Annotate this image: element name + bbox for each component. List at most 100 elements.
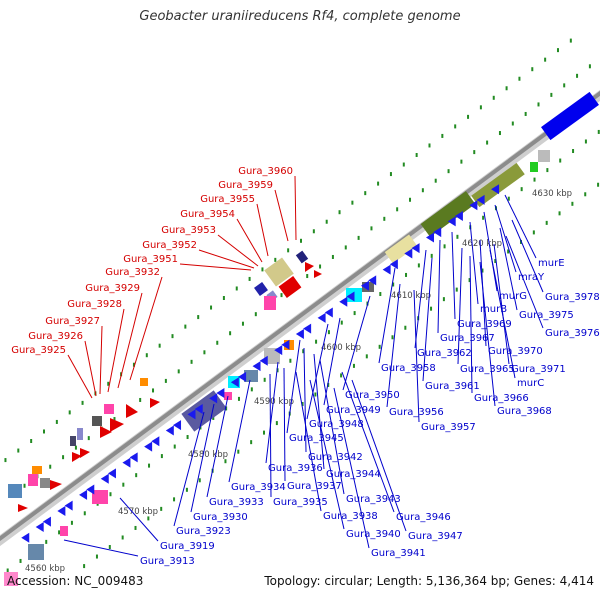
accession-text: Accession: NC_009483: [7, 574, 144, 588]
tick-dot: [377, 181, 380, 186]
feature-arrow: [144, 441, 153, 452]
tick-dot: [212, 415, 215, 420]
gene-label: Gura_3930: [193, 512, 248, 523]
tick-dot: [30, 439, 33, 444]
tick-dot: [62, 455, 65, 460]
forward-gene-labels: Gura_3960 Gura_3959 Gura_3955 Gura_3954 Gura…: [11, 166, 297, 399]
tick-dot: [597, 129, 600, 134]
label-leader-line: [206, 395, 229, 498]
feature-arrow: [100, 473, 109, 484]
tick-dot: [383, 216, 386, 221]
label-leader-line: [414, 249, 427, 349]
tick-dot: [467, 114, 470, 119]
feature-arrow: [303, 323, 312, 334]
tick-dot: [49, 464, 52, 469]
tick-dot: [222, 296, 225, 301]
tick-dot: [87, 436, 90, 441]
label-leader-line: [493, 243, 510, 365]
tick-dot: [443, 244, 446, 249]
gene-label: Gura_3933: [209, 497, 264, 508]
tick-dot: [352, 363, 355, 368]
feature-arrow: [238, 371, 247, 382]
feature-arrow: [129, 452, 138, 463]
gene-label: murG: [499, 291, 527, 302]
tick-dot: [434, 178, 437, 183]
tick-label: 4570 kbp: [118, 507, 158, 517]
label-leader-line: [265, 361, 279, 464]
tick-dot: [23, 483, 26, 488]
tick-dot: [68, 410, 71, 415]
feature-arrow: [360, 280, 369, 291]
gene-label: Gura_3948: [309, 419, 364, 430]
feature-arrow: [368, 275, 377, 286]
feature-arrow: [476, 194, 485, 205]
feature-arrow: [209, 393, 218, 404]
tick-dot: [197, 315, 200, 320]
tick-dot: [312, 229, 315, 234]
gene-label: Gura_3976: [545, 328, 600, 339]
label-leader-line: [319, 359, 345, 495]
label-leader-line: [117, 292, 143, 389]
tick-dot: [55, 419, 58, 424]
tick-dot: [402, 162, 405, 167]
tick-dot: [319, 264, 322, 269]
tick-dot: [569, 38, 572, 43]
gene-label: Gura_3978: [545, 292, 600, 303]
label-leader-line: [309, 379, 345, 530]
feature-arrow: [274, 345, 283, 356]
tick-dot: [507, 249, 510, 254]
feature-arrow: [230, 377, 239, 388]
feature-arrow: [389, 259, 398, 270]
tick-dot: [456, 234, 459, 239]
label-leader-line: [129, 276, 163, 381]
label-leader-line: [256, 203, 269, 257]
tick-dot: [455, 287, 458, 292]
gene-label: Gura_3945: [289, 433, 344, 444]
tick-dot: [185, 487, 188, 492]
label-leader-line: [333, 387, 370, 549]
gene-label: Gura_3950: [345, 390, 400, 401]
tick-dot: [428, 143, 431, 148]
tick-dot: [314, 392, 317, 397]
tick-dot: [164, 378, 167, 383]
tick-dot: [95, 554, 98, 559]
tick-dot: [299, 238, 302, 243]
tick-dot: [396, 207, 399, 212]
gene-label: Gura_3940: [346, 529, 401, 540]
gene-label: Gura_3946: [396, 512, 451, 523]
feature-box: [8, 484, 22, 498]
tick-label: 4630 kbp: [532, 189, 572, 199]
feature-arrow: [411, 243, 420, 254]
gene-label: Gura_3932: [105, 267, 160, 278]
tick-dot: [442, 297, 445, 302]
feature-arrow: [317, 312, 326, 323]
feature-box: [77, 428, 83, 440]
label-leader-line: [119, 497, 159, 542]
label-leader-line: [378, 267, 396, 364]
tick-dot: [148, 463, 151, 468]
tick-dot: [254, 312, 257, 317]
feature-arrow: [281, 339, 290, 350]
feature-arrow: [194, 404, 203, 415]
tick-dot: [263, 430, 266, 435]
tick-dot: [113, 417, 116, 422]
gene-label: Gura_3966: [474, 393, 529, 404]
tick-dot: [576, 73, 579, 78]
tick-dot: [405, 272, 408, 277]
tick-dot: [559, 158, 562, 163]
tick-label: 4580 kbp: [188, 450, 228, 460]
feature-arrow: [187, 409, 196, 420]
feature-box: [140, 378, 148, 386]
feature-arrow: [426, 232, 435, 243]
label-leader-line: [190, 403, 215, 513]
tick-dot: [210, 305, 213, 310]
tick-dot: [173, 444, 176, 449]
feature-arrow: [100, 426, 112, 438]
tick-dot: [43, 429, 46, 434]
label-leader-line: [286, 339, 301, 434]
feature-arrow: [50, 480, 62, 490]
feature-arrow: [314, 270, 322, 278]
gene-label: Gura_3938: [323, 511, 378, 522]
tick-dot: [6, 568, 9, 573]
